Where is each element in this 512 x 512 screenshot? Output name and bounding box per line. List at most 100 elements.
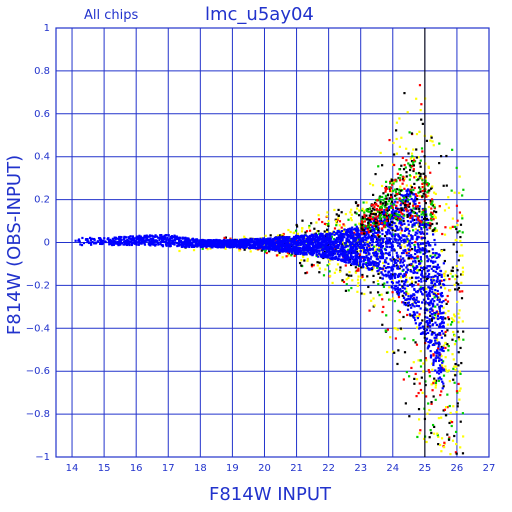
data-point bbox=[355, 212, 358, 215]
data-point bbox=[407, 252, 411, 255]
data-point bbox=[405, 287, 408, 290]
data-point bbox=[339, 238, 343, 241]
data-point bbox=[448, 404, 451, 408]
data-point bbox=[136, 241, 139, 244]
data-point bbox=[221, 243, 224, 246]
data-point bbox=[275, 241, 278, 245]
data-point bbox=[265, 251, 268, 255]
data-point bbox=[457, 259, 460, 262]
data-point bbox=[378, 294, 381, 297]
data-point bbox=[352, 263, 355, 266]
data-point bbox=[400, 136, 403, 139]
data-point bbox=[400, 239, 403, 242]
data-point bbox=[261, 243, 264, 246]
data-point bbox=[409, 294, 413, 297]
data-point bbox=[426, 302, 429, 305]
data-point bbox=[400, 228, 403, 231]
data-point bbox=[378, 239, 381, 242]
data-point bbox=[450, 420, 454, 424]
data-point bbox=[213, 243, 216, 246]
data-point bbox=[342, 280, 346, 284]
data-point bbox=[419, 429, 422, 432]
data-point bbox=[412, 267, 416, 270]
data-point bbox=[194, 239, 197, 242]
data-point bbox=[406, 200, 409, 203]
data-point bbox=[389, 336, 392, 339]
data-point bbox=[402, 280, 405, 283]
data-point bbox=[246, 246, 249, 250]
data-point bbox=[406, 220, 410, 223]
data-point bbox=[421, 211, 424, 214]
data-point bbox=[185, 240, 188, 243]
data-point bbox=[114, 240, 117, 243]
data-point bbox=[415, 378, 419, 381]
data-point bbox=[400, 280, 404, 283]
data-point bbox=[391, 291, 394, 294]
data-point bbox=[399, 264, 402, 268]
data-point bbox=[297, 239, 300, 243]
data-point bbox=[390, 214, 393, 217]
data-point bbox=[310, 246, 313, 250]
data-point bbox=[458, 175, 461, 178]
data-point bbox=[330, 240, 333, 244]
data-point bbox=[298, 261, 302, 265]
data-point bbox=[321, 245, 324, 248]
data-point bbox=[398, 177, 401, 180]
data-point bbox=[433, 425, 436, 428]
data-point bbox=[333, 252, 337, 255]
data-point bbox=[461, 266, 464, 269]
data-point bbox=[351, 279, 354, 282]
data-point bbox=[397, 239, 400, 242]
data-point bbox=[417, 229, 421, 232]
data-point bbox=[274, 242, 277, 245]
data-point bbox=[404, 250, 407, 253]
data-point bbox=[366, 218, 369, 221]
data-point bbox=[384, 266, 388, 270]
data-point bbox=[307, 237, 310, 241]
data-point bbox=[442, 409, 445, 412]
data-point bbox=[357, 267, 360, 270]
data-point bbox=[415, 198, 419, 201]
data-point bbox=[151, 243, 154, 246]
data-point bbox=[430, 339, 433, 342]
data-point bbox=[436, 263, 440, 266]
data-point bbox=[377, 216, 380, 219]
data-point bbox=[349, 250, 352, 253]
data-point bbox=[380, 293, 383, 296]
data-point bbox=[313, 227, 316, 230]
data-point bbox=[213, 245, 216, 248]
data-point bbox=[432, 382, 435, 385]
data-point bbox=[431, 212, 434, 215]
data-point bbox=[385, 216, 389, 219]
data-point bbox=[419, 188, 422, 191]
data-point bbox=[341, 241, 344, 244]
data-point bbox=[174, 241, 177, 244]
data-point bbox=[443, 209, 447, 212]
data-point bbox=[408, 239, 412, 242]
data-point bbox=[206, 239, 209, 242]
data-point bbox=[407, 195, 410, 198]
data-point bbox=[410, 186, 414, 189]
data-point bbox=[377, 283, 380, 286]
data-point bbox=[426, 322, 429, 325]
data-point bbox=[381, 223, 384, 226]
data-point bbox=[436, 350, 439, 353]
data-point bbox=[116, 237, 119, 240]
data-point bbox=[282, 240, 285, 243]
data-point bbox=[327, 238, 330, 242]
data-point bbox=[372, 212, 375, 216]
data-point bbox=[404, 273, 407, 276]
data-point bbox=[372, 266, 375, 269]
data-point bbox=[384, 234, 387, 238]
data-point bbox=[371, 184, 375, 187]
data-point bbox=[175, 237, 178, 241]
data-point bbox=[375, 236, 378, 239]
data-point bbox=[454, 374, 457, 377]
data-point bbox=[388, 205, 391, 209]
data-point bbox=[333, 271, 336, 274]
data-point bbox=[424, 202, 427, 205]
data-point bbox=[295, 223, 298, 227]
data-point bbox=[367, 210, 370, 213]
data-point bbox=[404, 281, 407, 284]
data-point bbox=[201, 242, 204, 245]
